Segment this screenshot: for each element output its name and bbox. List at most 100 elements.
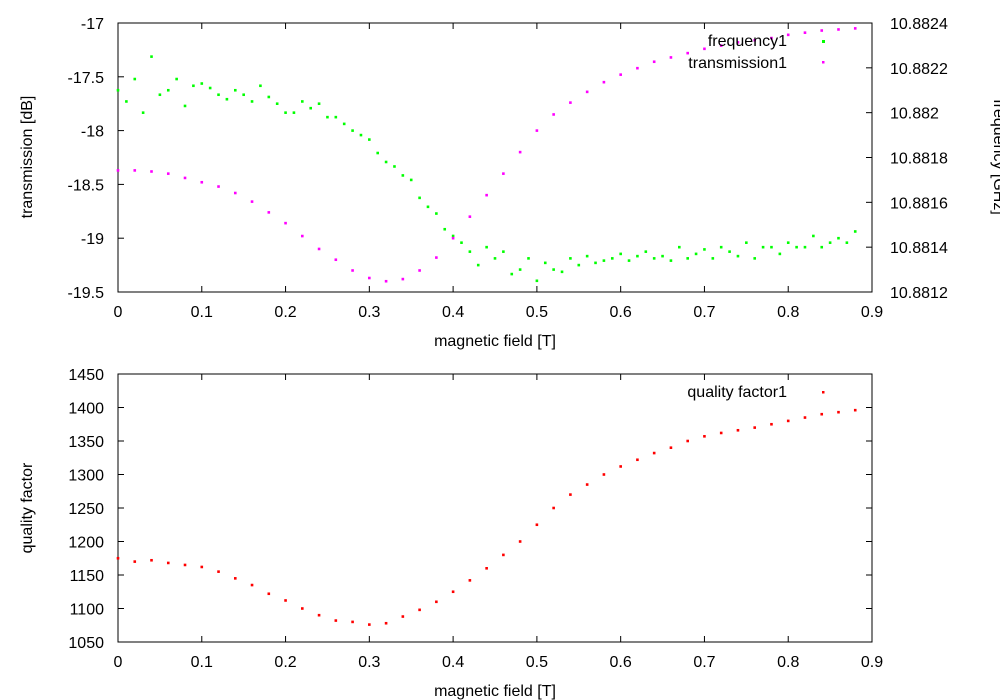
bottom-point-quality-factor1 <box>703 435 706 438</box>
top-x-tick-label: 0.1 <box>191 304 213 321</box>
bottom-point-quality-factor1 <box>619 465 622 468</box>
top-point-transmission1 <box>368 276 371 280</box>
bottom-x-tick-label: 0.4 <box>442 654 464 671</box>
x-axis-title-top: magnetic field [T] <box>434 333 556 350</box>
top-point-frequency1 <box>334 115 338 119</box>
top-point-frequency1 <box>275 102 279 105</box>
top-point-frequency1 <box>259 84 262 88</box>
top-point-frequency1 <box>669 259 673 262</box>
top-point-transmission1 <box>166 172 170 175</box>
top-point-frequency1 <box>853 230 857 233</box>
top-point-transmission1 <box>669 56 673 59</box>
top-point-transmission1 <box>602 80 606 84</box>
top-point-transmission1 <box>619 73 622 76</box>
top-point-transmission1 <box>853 27 857 30</box>
top-point-frequency1 <box>368 138 371 141</box>
bottom-point-quality-factor1 <box>301 607 304 610</box>
top-point-frequency1 <box>326 115 329 119</box>
quality-factor-chart: 0 0.1 0.2 0.3 0.4 0.5 0.6 0.7 0.8 0.9 1450 1400 1350… <box>19 367 883 700</box>
top-point-transmission1 <box>351 269 354 272</box>
top-point-transmission1 <box>837 28 840 31</box>
top-point-transmission1 <box>686 51 689 55</box>
top-point-frequency1 <box>208 86 212 90</box>
top-point-transmission1 <box>502 172 505 175</box>
y2-axis-title-top: frequency [GHz] <box>990 99 1000 215</box>
bottom-point-quality-factor1 <box>384 621 388 625</box>
top-point-frequency1 <box>786 241 790 244</box>
top-point-frequency1 <box>753 257 757 260</box>
top-y2-tick-label: 10.8812 <box>890 285 948 302</box>
top-point-frequency1 <box>619 252 622 256</box>
top-point-frequency1 <box>267 95 271 99</box>
top-point-frequency1 <box>476 263 480 267</box>
top-point-frequency1 <box>233 88 237 92</box>
bottom-point-quality-factor1 <box>217 570 220 573</box>
top-point-frequency1 <box>686 257 689 260</box>
bottom-point-quality-factor1 <box>853 408 857 412</box>
top-x-tick-label: 0.6 <box>610 304 632 321</box>
top-point-frequency1 <box>183 104 187 108</box>
top-x-tick-label: 0.5 <box>526 304 548 321</box>
top-y2-tick-label: 10.8816 <box>890 195 948 212</box>
bottom-point-quality-factor1 <box>552 506 555 510</box>
top-point-frequency1 <box>426 205 430 209</box>
top-point-frequency1 <box>317 102 321 105</box>
bottom-y-tick-label: 1400 <box>68 401 104 418</box>
bottom-point-quality-factor1 <box>250 583 254 587</box>
top-point-frequency1 <box>820 245 824 249</box>
top-point-transmission1 <box>786 33 790 37</box>
top-x-tick-label: 0.2 <box>274 304 296 321</box>
legend-label-quality-factor1: quality factor1 <box>687 384 787 401</box>
top-point-frequency1 <box>627 259 631 262</box>
top-point-frequency1 <box>770 245 773 249</box>
bottom-point-quality-factor1 <box>267 592 271 596</box>
top-point-transmission1 <box>569 101 572 104</box>
top-point-transmission1 <box>284 221 287 225</box>
bottom-point-quality-factor1 <box>719 431 723 435</box>
top-point-frequency1 <box>384 160 388 164</box>
top-point-frequency1 <box>150 55 153 58</box>
bottom-point-quality-factor1 <box>418 608 421 612</box>
x-axis-title-bottom: magnetic field [T] <box>434 683 556 700</box>
top-point-frequency1 <box>527 257 530 260</box>
top-point-frequency1 <box>745 241 748 244</box>
bottom-point-quality-factor1 <box>636 458 639 462</box>
top-y2-tick-label: 10.882 <box>890 106 939 123</box>
top-point-frequency1 <box>141 111 145 114</box>
top-point-transmission1 <box>468 215 472 218</box>
bottom-point-quality-factor1 <box>284 599 287 602</box>
bottom-point-quality-factor1 <box>468 579 472 582</box>
top-point-transmission1 <box>200 180 204 184</box>
bottom-point-quality-factor1 <box>753 426 757 429</box>
top-point-transmission1 <box>133 169 137 172</box>
bottom-point-quality-factor1 <box>351 620 354 624</box>
bottom-point-quality-factor1 <box>150 558 153 562</box>
top-point-frequency1 <box>359 133 363 137</box>
top-point-frequency1 <box>552 268 555 271</box>
top-point-frequency1 <box>133 77 137 81</box>
top-point-frequency1 <box>585 254 589 258</box>
top-point-transmission1 <box>719 44 723 47</box>
top-x-tick-label: 0.7 <box>693 304 715 321</box>
top-x-tick-label: 0.4 <box>442 304 464 321</box>
bottom-point-quality-factor1 <box>820 412 824 416</box>
top-y-tick-label: -19.5 <box>68 285 105 302</box>
bottom-point-quality-factor1 <box>183 563 187 567</box>
top-y2-tick-label: 10.8822 <box>890 61 948 78</box>
top-point-frequency1 <box>778 252 782 256</box>
top-point-frequency1 <box>678 245 681 249</box>
bottom-point-quality-factor1 <box>368 623 371 626</box>
bottom-point-quality-factor1 <box>786 419 790 423</box>
top-point-frequency1 <box>116 88 120 92</box>
top-point-transmission1 <box>820 29 824 32</box>
top-point-transmission1 <box>636 66 639 70</box>
top-point-frequency1 <box>661 254 664 258</box>
top-point-frequency1 <box>795 245 798 249</box>
top-point-frequency1 <box>460 241 463 244</box>
top-point-frequency1 <box>845 241 849 244</box>
top-point-frequency1 <box>812 234 815 238</box>
top-point-frequency1 <box>418 196 421 200</box>
top-point-frequency1 <box>393 165 396 168</box>
top-point-frequency1 <box>493 257 497 260</box>
